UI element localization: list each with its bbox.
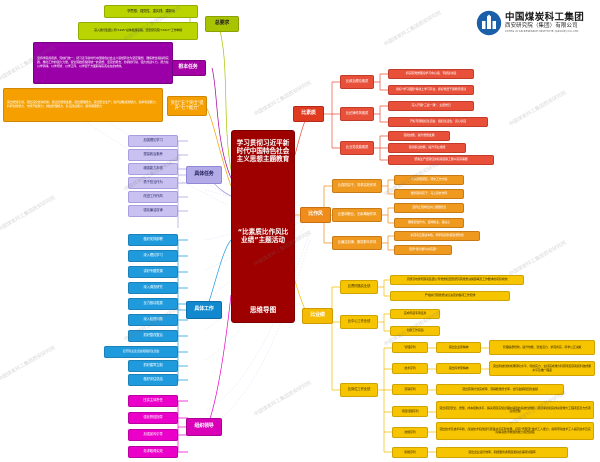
bisuzhi-group-2-item-1[interactable]: 强化职业技能，提升专业技能 [388, 143, 466, 153]
zuzhilingdao-item-0[interactable]: 压实主体责任 [128, 395, 178, 407]
biyeji-group-1-item-0[interactable]: 完成年度专项任务 [390, 309, 440, 319]
zongyaoqiu-item-0[interactable]: 学思想、强党性、重实践、建新功 [104, 5, 198, 18]
biyeji-series-1-name[interactable]: 技术序列 [392, 363, 428, 374]
bizuofeng-group-0[interactable]: 比真抓实干、务求实效作风 [332, 179, 382, 193]
bizuofeng-group-2-item-1[interactable]: 坚持“我为群众办实事” [394, 245, 452, 255]
center-title-type: 思维导图 [249, 305, 277, 314]
branch-zuzhilingdao[interactable]: 组织领导 [186, 418, 222, 436]
zongyaoqiu-item-1[interactable]: 深入践行集团公司“1245”总体发展思路、西安研究院“15417”工作举措 [78, 22, 198, 40]
jutigongzuo-item-6[interactable]: 抓好整改整治 [128, 330, 178, 342]
biyeji-series-0-sub[interactable]: 突出企业家精神 [436, 342, 481, 353]
jutigongzuo-item-1[interactable]: 深入理论学习 [128, 250, 178, 262]
jutirenwu-item-1[interactable]: 提高政治素养 [128, 149, 178, 161]
jutigongzuo-item-2[interactable]: 讲好专题党课 [128, 266, 178, 278]
logo-company-name-en: CCTEG XI'AN RESEARCH INSTITUTE (GROUP) C… [505, 29, 580, 33]
watermark: 中国煤炭科工集团西安研究院 [0, 195, 57, 233]
bisuzhi-group-0-item-1[interactable]: 用好“学习强国”等线上学习平台，抓好党员干部教育培训 [388, 85, 474, 95]
biyeji-series-1-sub[interactable]: 突出科学家精神 [436, 363, 481, 374]
biyeji-series-1-detail[interactable]: 突出科技创新成果转化水平、科技实力、主持完成重大科研项目获奖和科技成果水平及推广… [489, 361, 595, 376]
bizuofeng-group-1-item-0[interactable]: 坚持立足岗位办公逗硬担当 [394, 203, 464, 213]
center-title-theme: “比素质比作风比业绩”主题活动 [237, 227, 289, 244]
center-title-main: 学习贯彻习近平新时代中国特色社会主义思想主题教育 [236, 139, 290, 164]
jutirenwu-item-5[interactable]: 强化廉洁自律 [128, 205, 178, 217]
biyeji-series-0-detail[interactable]: 管理提质增效，提升效能、激发活力、求真务实，科学公正决策 [489, 340, 595, 355]
bisuzhi-group-2-item-0[interactable]: 强化技能、提升质量发展 [388, 131, 450, 141]
bisuzhi-group-0-item-0[interactable]: 抓实院党委理论学习中心组、专题读书班 [388, 69, 474, 79]
genbenrenwu-item-0[interactable]: 坚持学思用贯通、知信行统一，把习近平新时代中国特色社会主义思想转化为坚定理想、锤… [33, 42, 173, 84]
biyeji-series-3-detail[interactable]: 突出项目安全、质量、成本控制水平、解决项目实施过程中遇到的系统性难题、项目承担和… [436, 401, 594, 419]
bisuzhi-group-1-item-1[interactable]: 开好专题组织生活会、组织生活会、谈心谈话 [388, 117, 488, 127]
branch-bizuofeng[interactable]: 比作风 [300, 207, 331, 223]
watermark: 中国煤炭科工集团西安研究院 [253, 380, 313, 418]
bisuzhi-group-2[interactable]: 比业务技能素质 [340, 141, 374, 155]
branch-genbenrenwu[interactable]: 根本任务 [170, 60, 206, 76]
watermark: 中国煤炭科工集团西安研究院 [383, 10, 443, 48]
biyeji-series-4-detail[interactable]: 突出技术及技术革新、改进技术和改造与装备水平实际效果，具有“传帮带”技术工人能力… [436, 422, 594, 440]
biyeji-group-1[interactable]: 比中心工作业绩 [340, 315, 378, 329]
bizuofeng-group-2[interactable]: 比廉洁自律、服务群众作风 [332, 236, 382, 250]
wugetuchu-item-0[interactable]: 突出党建引领，突出深化改革创新，突出高质量发展，突出保障能力，突出安全生产；提升… [3, 88, 163, 122]
mindmap-center-node[interactable]: 学习贯彻习近平新时代中国特色社会主义思想主题教育 “比素质比作风比业绩”主题活动… [231, 130, 295, 323]
watermark: 中国煤炭科工集团西安研究院 [508, 90, 568, 128]
branch-jutigongzuo[interactable]: 具体工作 [186, 301, 222, 319]
biyeji-group-1-item-1[interactable]: 创新工作实绩 [390, 326, 440, 336]
biyeji-series-2-detail[interactable]: 突出营销计划完成率、营销能量增长率、合同金额和回款金额 [436, 384, 564, 395]
biyeji-series-4-name[interactable]: 技能序列 [392, 427, 428, 438]
biyeji-series-2-name[interactable]: 营销序列 [392, 384, 428, 395]
biyeji-group-0[interactable]: 比贯彻落实业绩 [340, 280, 378, 294]
cctegxi-an-logo-icon [476, 10, 502, 36]
logo-subsidiary-name: 西安研究院（集团）有限公司 [505, 23, 578, 30]
bizuofeng-group-0-item-0[interactable]: 大兴调查研究，转化工作方案 [394, 175, 464, 185]
jutigongzuo-item-0[interactable]: 做好安排部署 [128, 234, 178, 246]
bisuzhi-group-1[interactable]: 比纪律作风素质 [340, 107, 374, 121]
bisuzhi-group-2-item-2[interactable]: 聚焦生产经营任务和基层职工群众实际需要 [388, 155, 494, 165]
branch-biyeji[interactable]: 比业绩 [302, 308, 333, 324]
zuzhilingdao-item-2[interactable]: 加强宣传引导 [128, 429, 178, 441]
biyeji-group-0-item-1[interactable]: 严格执行院党委决议决定的各项工作安排 [390, 291, 510, 301]
biyeji-group-2[interactable]: 比岗位工作业绩 [340, 383, 378, 397]
biyeji-series-5-name[interactable]: 职能序列 [392, 447, 428, 458]
bizuofeng-group-0-item-1[interactable]: 做到真抓实干、马上就办作风 [394, 189, 464, 199]
bizuofeng-group-2-item-0[interactable]: 永葆清正廉洁本色，筑牢拒腐防变思想防线 [394, 231, 480, 241]
jutirenwu-item-0[interactable]: 加强理论学习 [128, 135, 178, 147]
biyeji-group-0-item-0[interactable]: 高质高效贯彻落实集团公司党委和西安研究院党委决策部署及工作要求的实际成效 [390, 275, 524, 285]
branch-jutirenwu[interactable]: 具体任务 [186, 166, 222, 184]
jutigongzuo-item-7[interactable]: 召开民主生活会和组织生活会 [104, 346, 178, 358]
company-logo: 中国煤炭科工集团 西安研究院（集团）有限公司 CCTEG XI'AN RESEA… [476, 6, 592, 40]
biyeji-series-3-name[interactable]: 项目经理序列 [392, 406, 428, 417]
bisuzhi-group-0[interactable]: 比政治理论素质 [340, 75, 374, 89]
biyeji-series-5-detail[interactable]: 突出企业运行效率、职能服务满意度和综合事项处理率 [436, 447, 568, 458]
jutirenwu-item-4[interactable]: 改进工作作风 [128, 191, 178, 203]
bizuofeng-group-1[interactable]: 比爱岗敬业、无私奉献作风 [332, 208, 382, 222]
zuzhilingdao-item-3[interactable]: 务求取得实效 [128, 446, 178, 458]
branch-wugetuchu[interactable]: 突出“五个突出”提升“七个能力” [167, 96, 207, 116]
jutigongzuo-item-8[interactable]: 抓好建章立制 [128, 360, 178, 372]
jutigongzuo-item-5[interactable]: 深入检视问题 [128, 314, 178, 326]
jutigongzuo-item-3[interactable]: 深入调查研究 [128, 282, 178, 294]
jutigongzuo-item-9[interactable]: 做好评估总结 [128, 374, 178, 386]
jutigongzuo-item-4[interactable]: 全力推动发展 [128, 298, 178, 310]
jutirenwu-item-2[interactable]: 增强能力本领 [128, 163, 178, 175]
biyeji-series-0-name[interactable]: 管理序列 [392, 342, 428, 353]
bizuofeng-group-1-item-1[interactable]: 锤炼担当作为、爱岗敬业、事业心 [394, 218, 464, 228]
logo-company-name: 中国煤炭科工集团 [505, 12, 585, 24]
watermark: 中国煤炭科工集团西安研究院 [0, 345, 57, 383]
bisuzhi-group-1-item-0[interactable]: 深入开展“三会一课”、主题党日 [388, 101, 474, 111]
watermark: 中国煤炭科工集团西安研究院 [508, 240, 568, 278]
zuzhilingdao-item-1[interactable]: 强化督促指导 [128, 412, 178, 424]
jutirenwu-item-3[interactable]: 勇于担当作为 [128, 177, 178, 189]
branch-zongyaoqiu[interactable]: 总要求 [205, 16, 239, 32]
branch-bisuzhi[interactable]: 比素质 [293, 106, 324, 122]
